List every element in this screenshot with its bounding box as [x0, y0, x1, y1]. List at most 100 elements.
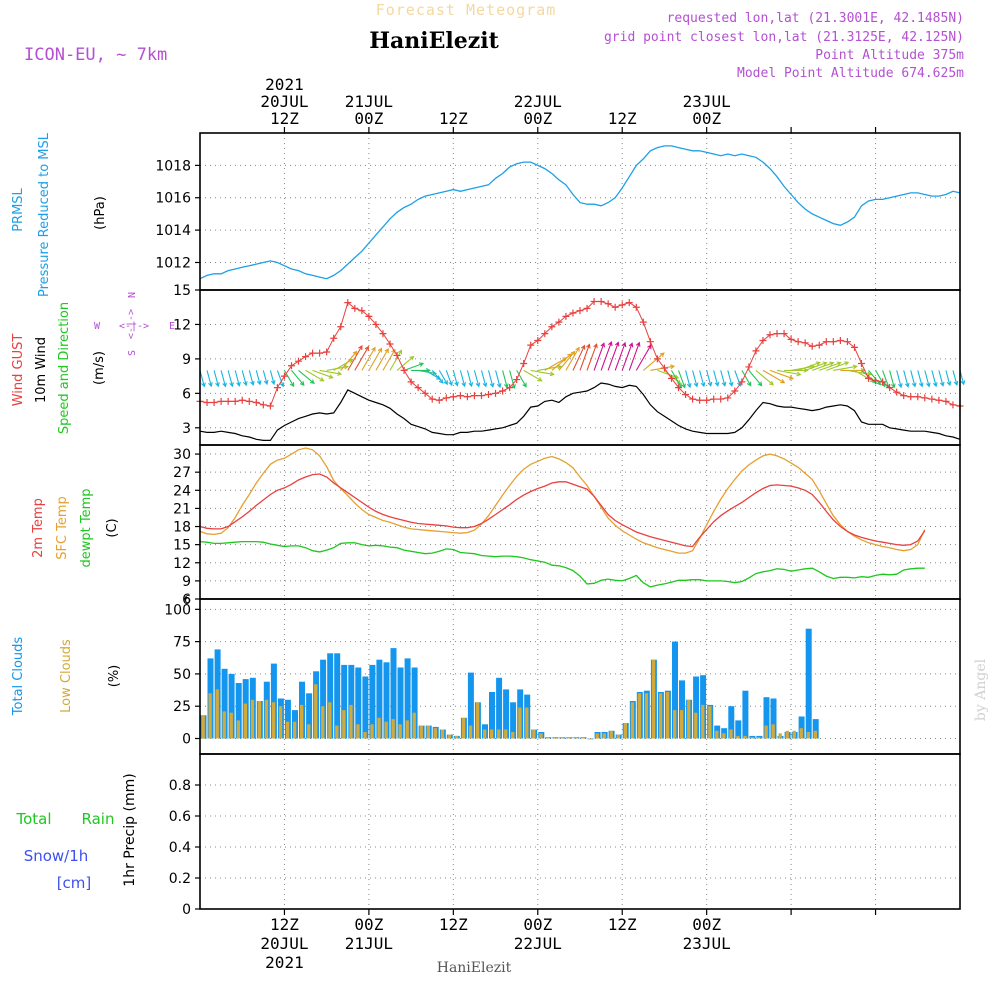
gust-marker: [386, 340, 394, 348]
gust-marker: [316, 349, 324, 357]
temp-unit: (C): [105, 518, 120, 537]
low-cloud-bar: [630, 702, 635, 739]
total-cloud-bar: [376, 659, 383, 739]
low-cloud-bar: [307, 724, 311, 739]
wind-arrow: [784, 368, 809, 373]
gust-marker: [942, 397, 950, 405]
low-cloud-bar: [208, 693, 212, 739]
low-cloud-bar: [377, 717, 381, 739]
wind-arrow: [558, 350, 576, 371]
gust-marker: [590, 297, 598, 305]
low-cloud-bar: [799, 728, 803, 739]
y-tick-label: 100: [164, 602, 191, 618]
pressure-series-line: [199, 145, 961, 280]
low-cloud-bar: [623, 723, 627, 739]
gust-marker: [541, 330, 549, 338]
wind-unit: (m/s): [92, 351, 107, 385]
low-cloud-bar: [342, 710, 346, 739]
gust-marker: [808, 342, 816, 350]
wind-arrow: [621, 342, 634, 371]
total-cloud-bar: [735, 720, 742, 739]
low-cloud-bar: [370, 724, 374, 739]
sfc-temp-line: [199, 447, 926, 554]
gust-marker: [682, 390, 690, 398]
gust-marker: [477, 392, 485, 400]
gust-marker: [850, 343, 858, 351]
wind-arrow: [502, 370, 509, 389]
wind-arrow: [312, 369, 334, 379]
gust-marker: [456, 392, 464, 400]
wind-arrow: [516, 370, 527, 388]
y-tick-label: 3: [182, 421, 191, 437]
gust-marker: [548, 323, 556, 331]
gust-marker: [520, 359, 528, 367]
wind-arrow: [333, 358, 354, 371]
total-cloud-bar: [390, 648, 397, 739]
wind-arrow: [614, 341, 627, 371]
gust-marker: [822, 338, 830, 346]
footer-location: HaniElezit: [437, 960, 512, 976]
requested-coords: requested lon,lat (21.3001E, 42.1485N): [667, 11, 964, 26]
total-cloud-bar: [221, 668, 228, 739]
wind-arrow: [727, 370, 734, 387]
compass-s: S: [127, 350, 138, 356]
total-cloud-bar: [306, 693, 313, 739]
wind-arrow: [952, 370, 959, 387]
low-cloud-bar: [546, 737, 550, 739]
gust-marker: [843, 338, 851, 346]
gust-marker: [703, 396, 711, 404]
top-time-label: 12Z: [270, 109, 299, 128]
low-cloud-bar: [328, 702, 332, 739]
total-cloud-bar: [362, 676, 369, 739]
total-cloud-bar: [805, 628, 812, 739]
low-cloud-bar: [729, 729, 733, 739]
wind-arrow: [734, 370, 742, 387]
cloud-bars: [200, 628, 819, 740]
wind-arrow: [889, 370, 896, 389]
wind-arrow: [677, 370, 686, 389]
low-cloud-bar: [813, 730, 817, 739]
total-cloud-bar: [228, 673, 235, 739]
model-point-altitude: Model Point Altitude 674.625m: [737, 66, 964, 81]
y-tick-label: 0.4: [169, 840, 191, 856]
total-cloud-bar: [320, 659, 327, 739]
gust-marker: [759, 337, 767, 345]
low-cloud-bar: [701, 704, 705, 739]
low-cloud-bar: [532, 729, 536, 739]
y-tick-label: 1012: [155, 255, 191, 271]
gust-marker: [562, 312, 570, 320]
panel-frames: [199, 127, 961, 915]
y-tick-label: 0.2: [169, 871, 191, 887]
low-cloud-bar: [743, 735, 747, 739]
y-tick-label: 0: [182, 732, 191, 748]
wind-arrow: [340, 350, 358, 371]
gust-marker: [323, 348, 331, 356]
top-time-label: 12Z: [608, 109, 637, 128]
total-cloud-bar: [679, 680, 685, 739]
gust-marker: [337, 323, 345, 331]
low-cloud-bar: [757, 737, 761, 739]
wind-arrow: [600, 341, 613, 371]
wind-arrow: [403, 362, 425, 371]
gust-marker: [449, 393, 457, 401]
wind-arrow: [769, 369, 794, 380]
low-cloud-bar: [595, 733, 599, 739]
total-cloud-bar: [503, 689, 510, 739]
wind-arrow: [347, 345, 363, 371]
low-cloud-bar: [574, 737, 578, 739]
low-cloud-bar: [665, 692, 670, 739]
low-cloud-bar: [602, 733, 606, 739]
wind-arrow: [762, 369, 786, 384]
low-cloud-bar: [680, 710, 684, 739]
gust-marker: [513, 376, 521, 384]
wind-arrow: [319, 369, 343, 376]
total-cloud-bar: [327, 653, 334, 739]
low-cloud-bar: [504, 729, 508, 739]
y-tick-label: 25: [173, 699, 191, 715]
bottom-time-label: 00Z: [354, 915, 383, 934]
wind-arrow: [445, 370, 453, 387]
low-cloud-bar: [398, 724, 402, 739]
gust-marker: [745, 363, 753, 371]
gust-marker: [576, 307, 584, 315]
